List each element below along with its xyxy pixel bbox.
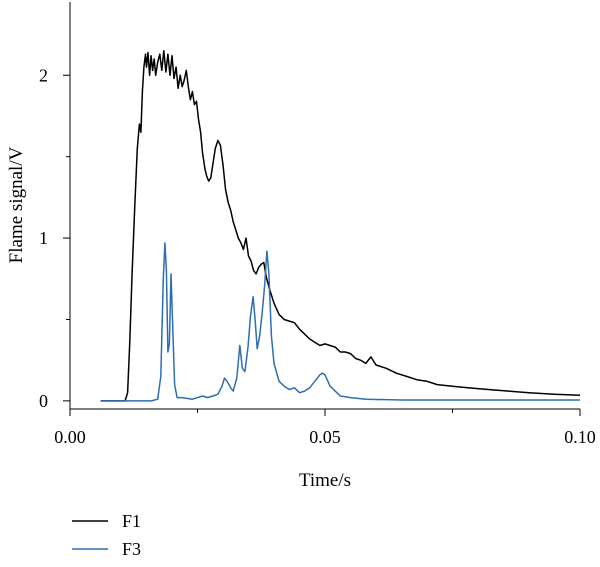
x-ticks: 0.00 0.05 0.10 — [54, 409, 596, 447]
y-minor-ticks — [66, 156, 70, 320]
y-tick-label: 2 — [39, 65, 48, 85]
legend-label-f3: F3 — [122, 539, 141, 559]
y-tick-label: 1 — [39, 228, 48, 248]
series-lines — [100, 50, 581, 402]
y-ticks: 0 1 2 — [39, 65, 70, 411]
y-tick-label: 0 — [39, 391, 48, 411]
x-axis-label: Time/s — [299, 470, 351, 491]
x-tick-label: 0.05 — [309, 427, 341, 447]
x-tick-label: 0.00 — [54, 427, 86, 447]
series-line-f3 — [100, 242, 580, 402]
y-axis-label: Flame signal/V — [6, 146, 27, 263]
plot-area: 0.00 0.05 0.10 0 1 2 — [39, 2, 596, 447]
x-minor-ticks — [197, 409, 453, 413]
series-line-f1 — [100, 50, 581, 402]
x-tick-label: 0.10 — [564, 427, 596, 447]
legend-label-f1: F1 — [122, 511, 141, 531]
